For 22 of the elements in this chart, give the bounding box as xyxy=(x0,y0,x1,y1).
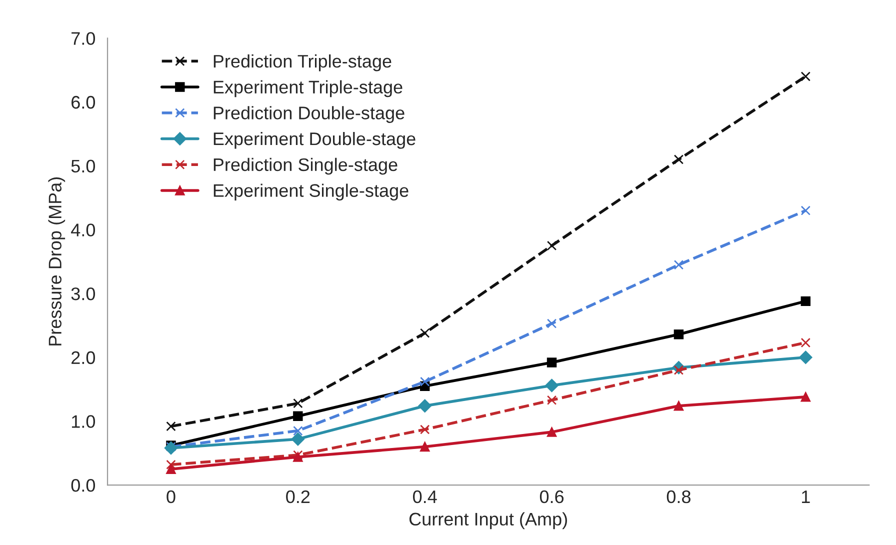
x-tick-label: 0.6 xyxy=(540,490,564,504)
x-tick-label: 0 xyxy=(166,490,176,504)
legend-label: Prediction Double-stage xyxy=(214,106,404,123)
y-tick-label: 7.0 xyxy=(72,32,96,45)
y-tick-label: 4.0 xyxy=(71,224,96,236)
legend-label: Prediction Single-stage xyxy=(214,158,398,175)
y-axis-title: Pressure Drop (MPa) xyxy=(48,177,66,346)
y-tick-label: 1.0 xyxy=(72,415,96,428)
x-tick-label: 0.8 xyxy=(666,490,690,504)
legend-label: Experiment Double-stage xyxy=(214,132,416,149)
legend-label: Experiment Single-stage xyxy=(214,184,408,201)
x-axis-title: Current Input (Amp) xyxy=(409,512,567,530)
y-tick-label: 5.0 xyxy=(71,160,96,173)
y-tick-label: 2.0 xyxy=(72,351,96,364)
legend-label: Prediction Triple-stage xyxy=(214,54,392,72)
x-tick-label: 0.4 xyxy=(413,490,437,504)
x-tick-label: 0.2 xyxy=(286,490,310,504)
legend-label: Experiment Triple-stage xyxy=(214,80,402,98)
x-tick-label: 1 xyxy=(802,490,810,503)
y-tick-label: 0.0 xyxy=(71,478,96,492)
y-tick-label: 3.0 xyxy=(71,287,96,300)
y-tick-label: 6.0 xyxy=(72,96,96,109)
